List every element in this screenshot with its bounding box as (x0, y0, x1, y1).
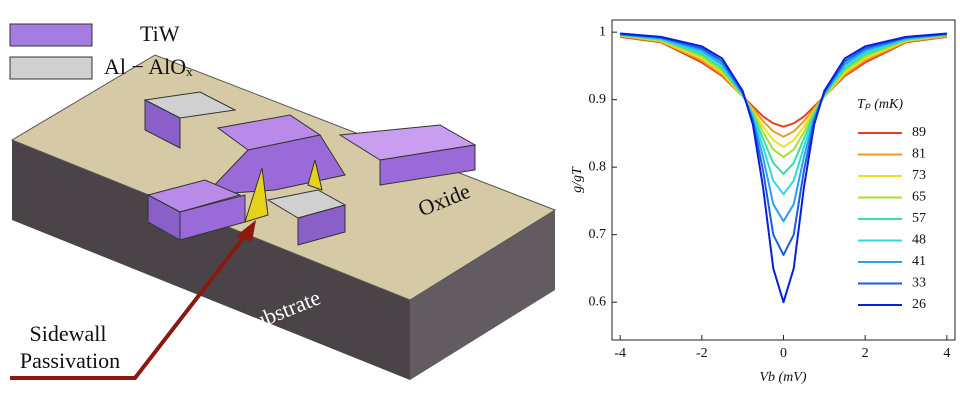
x-axis-label: Vb (mV) (759, 370, 806, 385)
curve (620, 33, 947, 196)
y-axis-label: g/gT (570, 166, 585, 193)
tiw-swatch (9, 23, 93, 47)
arrow-head (236, 220, 256, 242)
legend-label: 89 (912, 125, 926, 140)
curve (620, 33, 947, 175)
legend-title: Tₚ (mK) (857, 97, 903, 112)
sidewall-right (307, 159, 323, 191)
alox-pad-front (297, 204, 346, 246)
alox-swatch (9, 56, 93, 80)
curve (620, 33, 947, 256)
sidewall-label: Sidewall (30, 321, 107, 346)
arrow (10, 230, 250, 380)
x-tick-label: 0 (780, 346, 787, 361)
y-tick-label: 0.8 (589, 159, 607, 174)
curve (620, 35, 947, 138)
legend-label: TiW (140, 21, 180, 46)
legend-label: Al − AlOₓ (104, 54, 193, 79)
curve (620, 34, 947, 159)
substrate-front (12, 140, 410, 380)
legend-label: 81 (912, 147, 926, 162)
legend-label: 26 (912, 297, 926, 312)
x-tick-label: 4 (943, 346, 950, 361)
plot: Vb (mV) g/gT Tₚ (mK) (570, 19, 956, 385)
alox-lead-side (144, 99, 181, 149)
device-diagram: TiW Al − AlOₓ Oxide Si Substrate Sidewal… (9, 21, 557, 380)
legend-label: 48 (912, 233, 926, 248)
curve (620, 32, 947, 304)
y-tick-label: 1 (599, 24, 606, 39)
x-tick-label: 2 (862, 346, 869, 361)
legend-label: 57 (912, 211, 926, 226)
sidewall-left (244, 167, 269, 223)
legend-label: 73 (912, 168, 926, 183)
legend-label: 33 (912, 276, 926, 291)
curve (620, 34, 947, 148)
legend-label: 41 (912, 254, 926, 269)
plot-frame (611, 19, 956, 341)
substrate-side (410, 210, 555, 380)
x-tick-label: -4 (614, 346, 626, 361)
y-tick-label: 0.9 (589, 92, 607, 107)
tiw-lead-side (379, 144, 476, 186)
y-tick-label: 0.6 (589, 294, 607, 309)
x-tick-label: -2 (696, 346, 708, 361)
legend-label: 65 (912, 190, 926, 205)
passivation-label: Passivation (20, 348, 120, 373)
y-tick-label: 0.7 (589, 227, 607, 242)
curve (620, 33, 947, 223)
curve (620, 35, 947, 128)
